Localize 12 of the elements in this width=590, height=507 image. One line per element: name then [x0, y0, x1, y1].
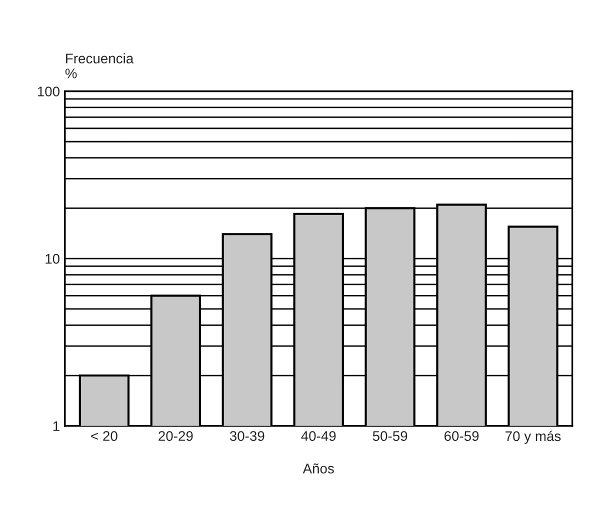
y-tick-label: 1 [53, 421, 60, 431]
y-axis-title: Frecuencia % [65, 53, 134, 78]
x-tick-label: 60-59 [444, 431, 479, 441]
y-tick-label: 10 [46, 254, 60, 264]
x-tick-label: 40-49 [301, 431, 336, 441]
x-axis-title: Años [302, 463, 334, 474]
x-tick-label: 20-29 [158, 431, 193, 441]
x-tick-label: 30-39 [230, 431, 264, 441]
x-tick-label: 50-59 [372, 431, 408, 441]
x-tick-label: 70 y más [506, 430, 561, 444]
x-tick-label: < 20 [91, 431, 118, 441]
y-tick-label: 100 [38, 86, 60, 96]
